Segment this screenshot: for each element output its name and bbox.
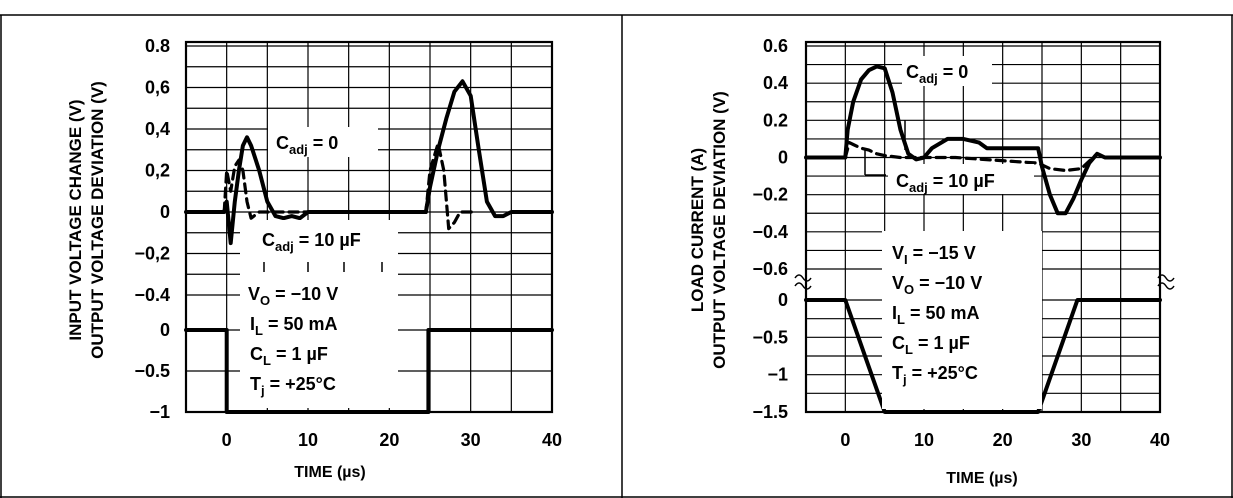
chart-left: 0 10 20 30 40 0.8 0,6 0,4 0,2 0 −0,2 −0.4 0 −0.5 −1 Ca… [66,36,562,481]
right-annotation-cadj10: Cadj = 10 µF [896,171,995,195]
right-x-tick-label: 0 [840,430,850,450]
left-x-tick-label: 10 [298,430,318,450]
right-y-tick-label-upper: 0.4 [763,73,788,93]
left-xlabel: TIME (µs) [294,464,365,481]
left-tick-labels: 0 10 20 30 40 0.8 0,6 0,4 0,2 0 −0,2 −0.4 0 −0.5 −1 [134,36,562,450]
left-cond-cl: CL = 1 µF [250,344,328,368]
right-y-tick-label-lower: −1 [767,365,788,385]
right-ylabel-2: OUTPUT VOLTAGE DEVIATION (V) [710,91,729,369]
left-y-tick-label-lower: −0.5 [134,361,170,381]
right-cond-cl: CL = 1 µF [892,333,970,357]
right-cond-tj: Tj = +25°C [892,363,978,387]
left-x-tick-label: 20 [379,430,399,450]
left-y-tick-label-upper: −0,2 [134,244,170,264]
left-cond-tj: Tj = +25°C [250,374,336,398]
right-cond-vo: VO = −10 V [892,273,982,297]
page-frame [0,14,1233,498]
right-y-tick-label-lower: −0.5 [752,327,788,347]
left-series-cadj-0 [184,79,554,246]
right-y-tick-label-upper: −0.2 [752,185,788,205]
right-tick-labels: 0 10 20 30 40 0.6 0.4 0.2 0 −0.2 −0.4 −0.6 0 −0.5 −1 −1… [752,36,1170,450]
left-x-tick-label: 0 [222,430,232,450]
right-axis-break-left [794,274,812,290]
left-series-input-voltage-change [184,328,554,414]
right-y-tick-label-upper: −0.4 [752,222,788,242]
right-axis-break-right [1157,274,1175,290]
right-y-tick-label-upper: 0.6 [763,36,788,56]
right-annotation-cadj10-bg [888,164,1034,194]
left-ylabel-2: OUTPUT VOLTAGE DEVIATION (V) [88,81,107,359]
right-x-tick-label: 10 [914,430,934,450]
right-cond-il: IL = 50 mA [892,303,980,327]
left-ylabel-1: INPUT VOLTAGE CHANGE (V) [66,99,85,340]
right-y-tick-label-upper: 0.2 [763,110,788,130]
right-y-tick-label-upper: −0.6 [752,259,788,279]
left-annotation-cadj0: Cadj = 0 [276,133,338,157]
left-x-tick-label: 40 [542,430,562,450]
right-series-lines [804,64,1162,414]
left-series-lines [184,79,554,414]
right-series-cadj-0 [804,64,1162,216]
right-annotation-cadj0: Cadj = 0 [906,62,968,86]
right-ylabel-1: LOAD CURRENT (A) [688,148,707,312]
right-annotation-cadj0-bg [902,56,992,86]
left-annotation-cadj10: Cadj = 10 µF [262,230,361,254]
right-x-tick-label: 30 [1071,430,1091,450]
right-x-tick-label: 40 [1150,430,1170,450]
left-y-tick-label-upper: 0 [160,202,170,222]
left-conditions-bg [240,220,398,408]
left-x-tick-label: 30 [461,430,481,450]
right-x-tick-label: 20 [993,430,1013,450]
left-y-tick-label-upper: 0,6 [145,78,170,98]
left-series-cadj-10-f [222,141,477,231]
right-cond-vi: VI = −15 V [892,243,976,267]
left-annotation-cadj0-bg [268,127,378,157]
left-annotation-tick-marks [263,262,383,272]
chart-right: 0 10 20 30 40 0.6 0.4 0.2 0 −0.2 −0.4 −0.6 0 −0.5 −1 −1… [688,36,1175,487]
right-series-load-current [804,298,1162,414]
left-cond-il: IL = 50 mA [250,314,338,338]
right-y-tick-label-upper: 0 [778,148,788,168]
left-y-tick-label-upper: 0,2 [145,161,170,181]
left-cond-vo: VO = −10 V [248,284,338,308]
left-y-tick-label-lower: −1 [149,402,170,422]
right-y-tick-label-lower: −1.5 [752,402,788,422]
left-y-tick-label-upper: 0,4 [145,119,170,139]
right-annotation-pointer [864,120,906,176]
right-xlabel: TIME (µs) [946,470,1017,487]
left-y-tick-label-upper: 0.8 [145,36,170,56]
left-y-tick-label-upper: −0.4 [134,285,170,305]
left-y-tick-label-lower: 0 [160,320,170,340]
right-y-tick-label-lower: 0 [778,290,788,310]
right-conditions-bg [882,231,1042,409]
right-series-cadj-10-f [843,141,1107,173]
